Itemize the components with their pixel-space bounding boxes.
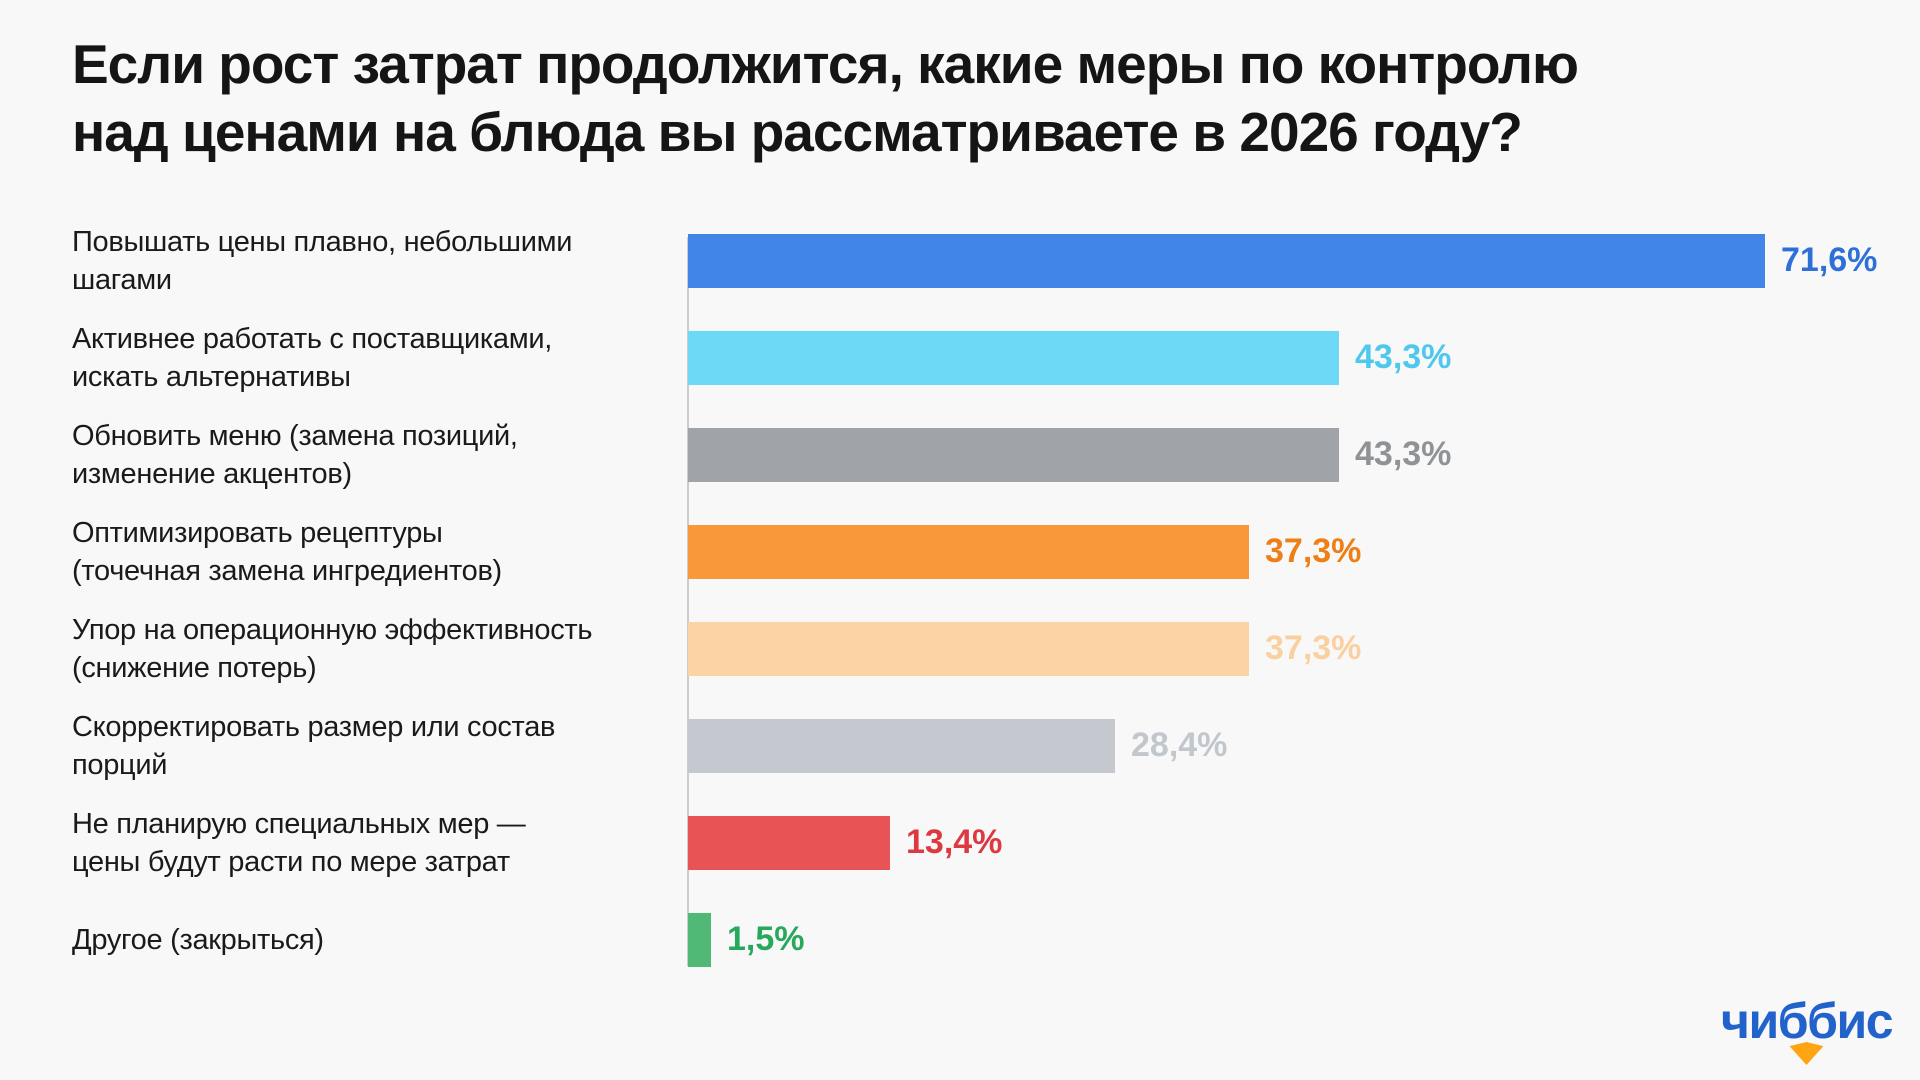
chibbis-logo-text: чиббис xyxy=(1720,993,1894,1049)
chart-title: Если рост затрат продолжится, какие меры… xyxy=(72,30,1579,166)
bar-track: 13,4% xyxy=(688,815,1003,870)
bar-track: 37,3% xyxy=(688,524,1362,579)
bar-value-label: 37,3% xyxy=(1265,532,1362,570)
chibbis-beak-icon xyxy=(1789,1042,1824,1065)
bar xyxy=(688,912,711,967)
bar-value-label: 71,6% xyxy=(1781,241,1878,279)
bar-chart: Повышать цены плавно, небольшими шагами 71… xyxy=(72,212,1877,988)
bar-value-label: 1,5% xyxy=(727,920,805,958)
bar-value-label: 37,3% xyxy=(1265,629,1362,667)
bar-row: Повышать цены плавно, небольшими шагами 71… xyxy=(72,212,1877,309)
bar-track: 28,4% xyxy=(688,718,1228,773)
bar xyxy=(688,815,890,870)
bar-row: Активнее работать с поставщиками, искать … xyxy=(72,309,1872,406)
category-label: Повышать цены плавно, небольшими шагами xyxy=(72,225,573,296)
bar-row: Оптимизировать рецептуры (точечная замена… xyxy=(72,503,1872,600)
bar xyxy=(688,718,1115,773)
category-label: Активнее работать с поставщиками, искать … xyxy=(72,322,553,393)
bar-value-label: 13,4% xyxy=(906,823,1003,861)
category-label: Упор на операционную эффективность (сниже… xyxy=(72,613,593,684)
bar-track: 1,5% xyxy=(688,912,805,967)
bar-track: 37,3% xyxy=(688,621,1362,676)
bar-track: 43,3% xyxy=(688,427,1452,482)
bar-row: Другое (закрыться) 1,5% xyxy=(72,891,1872,988)
bar xyxy=(688,621,1249,676)
chibbis-logo: чиббис xyxy=(1720,993,1894,1065)
bar xyxy=(688,233,1765,288)
bar xyxy=(688,427,1339,482)
bar-track: 43,3% xyxy=(688,330,1452,385)
chart-title-line-2: над ценами на блюда вы рассматриваете в … xyxy=(72,101,1523,163)
bar-row: Не планирую специальных мер — цены будут … xyxy=(72,794,1872,891)
chart-title-line-1: Если рост затрат продолжится, какие меры… xyxy=(72,33,1579,95)
category-label: Другое (закрыться) xyxy=(72,923,324,956)
bar-rows: Повышать цены плавно, небольшими шагами 71… xyxy=(72,212,1877,988)
y-axis-line xyxy=(687,237,689,966)
bar xyxy=(688,330,1339,385)
bar-value-label: 28,4% xyxy=(1131,726,1228,764)
bar-row: Скорректировать размер или состав порций 2… xyxy=(72,697,1872,794)
bar-value-label: 43,3% xyxy=(1355,435,1452,473)
bar-track: 71,6% xyxy=(688,233,1878,288)
bar-row: Обновить меню (замена позиций, изменение … xyxy=(72,406,1872,503)
category-label: Скорректировать размер или состав порций xyxy=(72,710,556,781)
bar-value-label: 43,3% xyxy=(1355,338,1452,376)
category-label: Обновить меню (замена позиций, изменение … xyxy=(72,419,518,490)
category-label: Оптимизировать рецептуры (точечная замена… xyxy=(72,516,502,587)
bar xyxy=(688,524,1249,579)
bar-row: Упор на операционную эффективность (сниже… xyxy=(72,600,1872,697)
category-label: Не планирую специальных мер — цены будут … xyxy=(72,807,526,878)
